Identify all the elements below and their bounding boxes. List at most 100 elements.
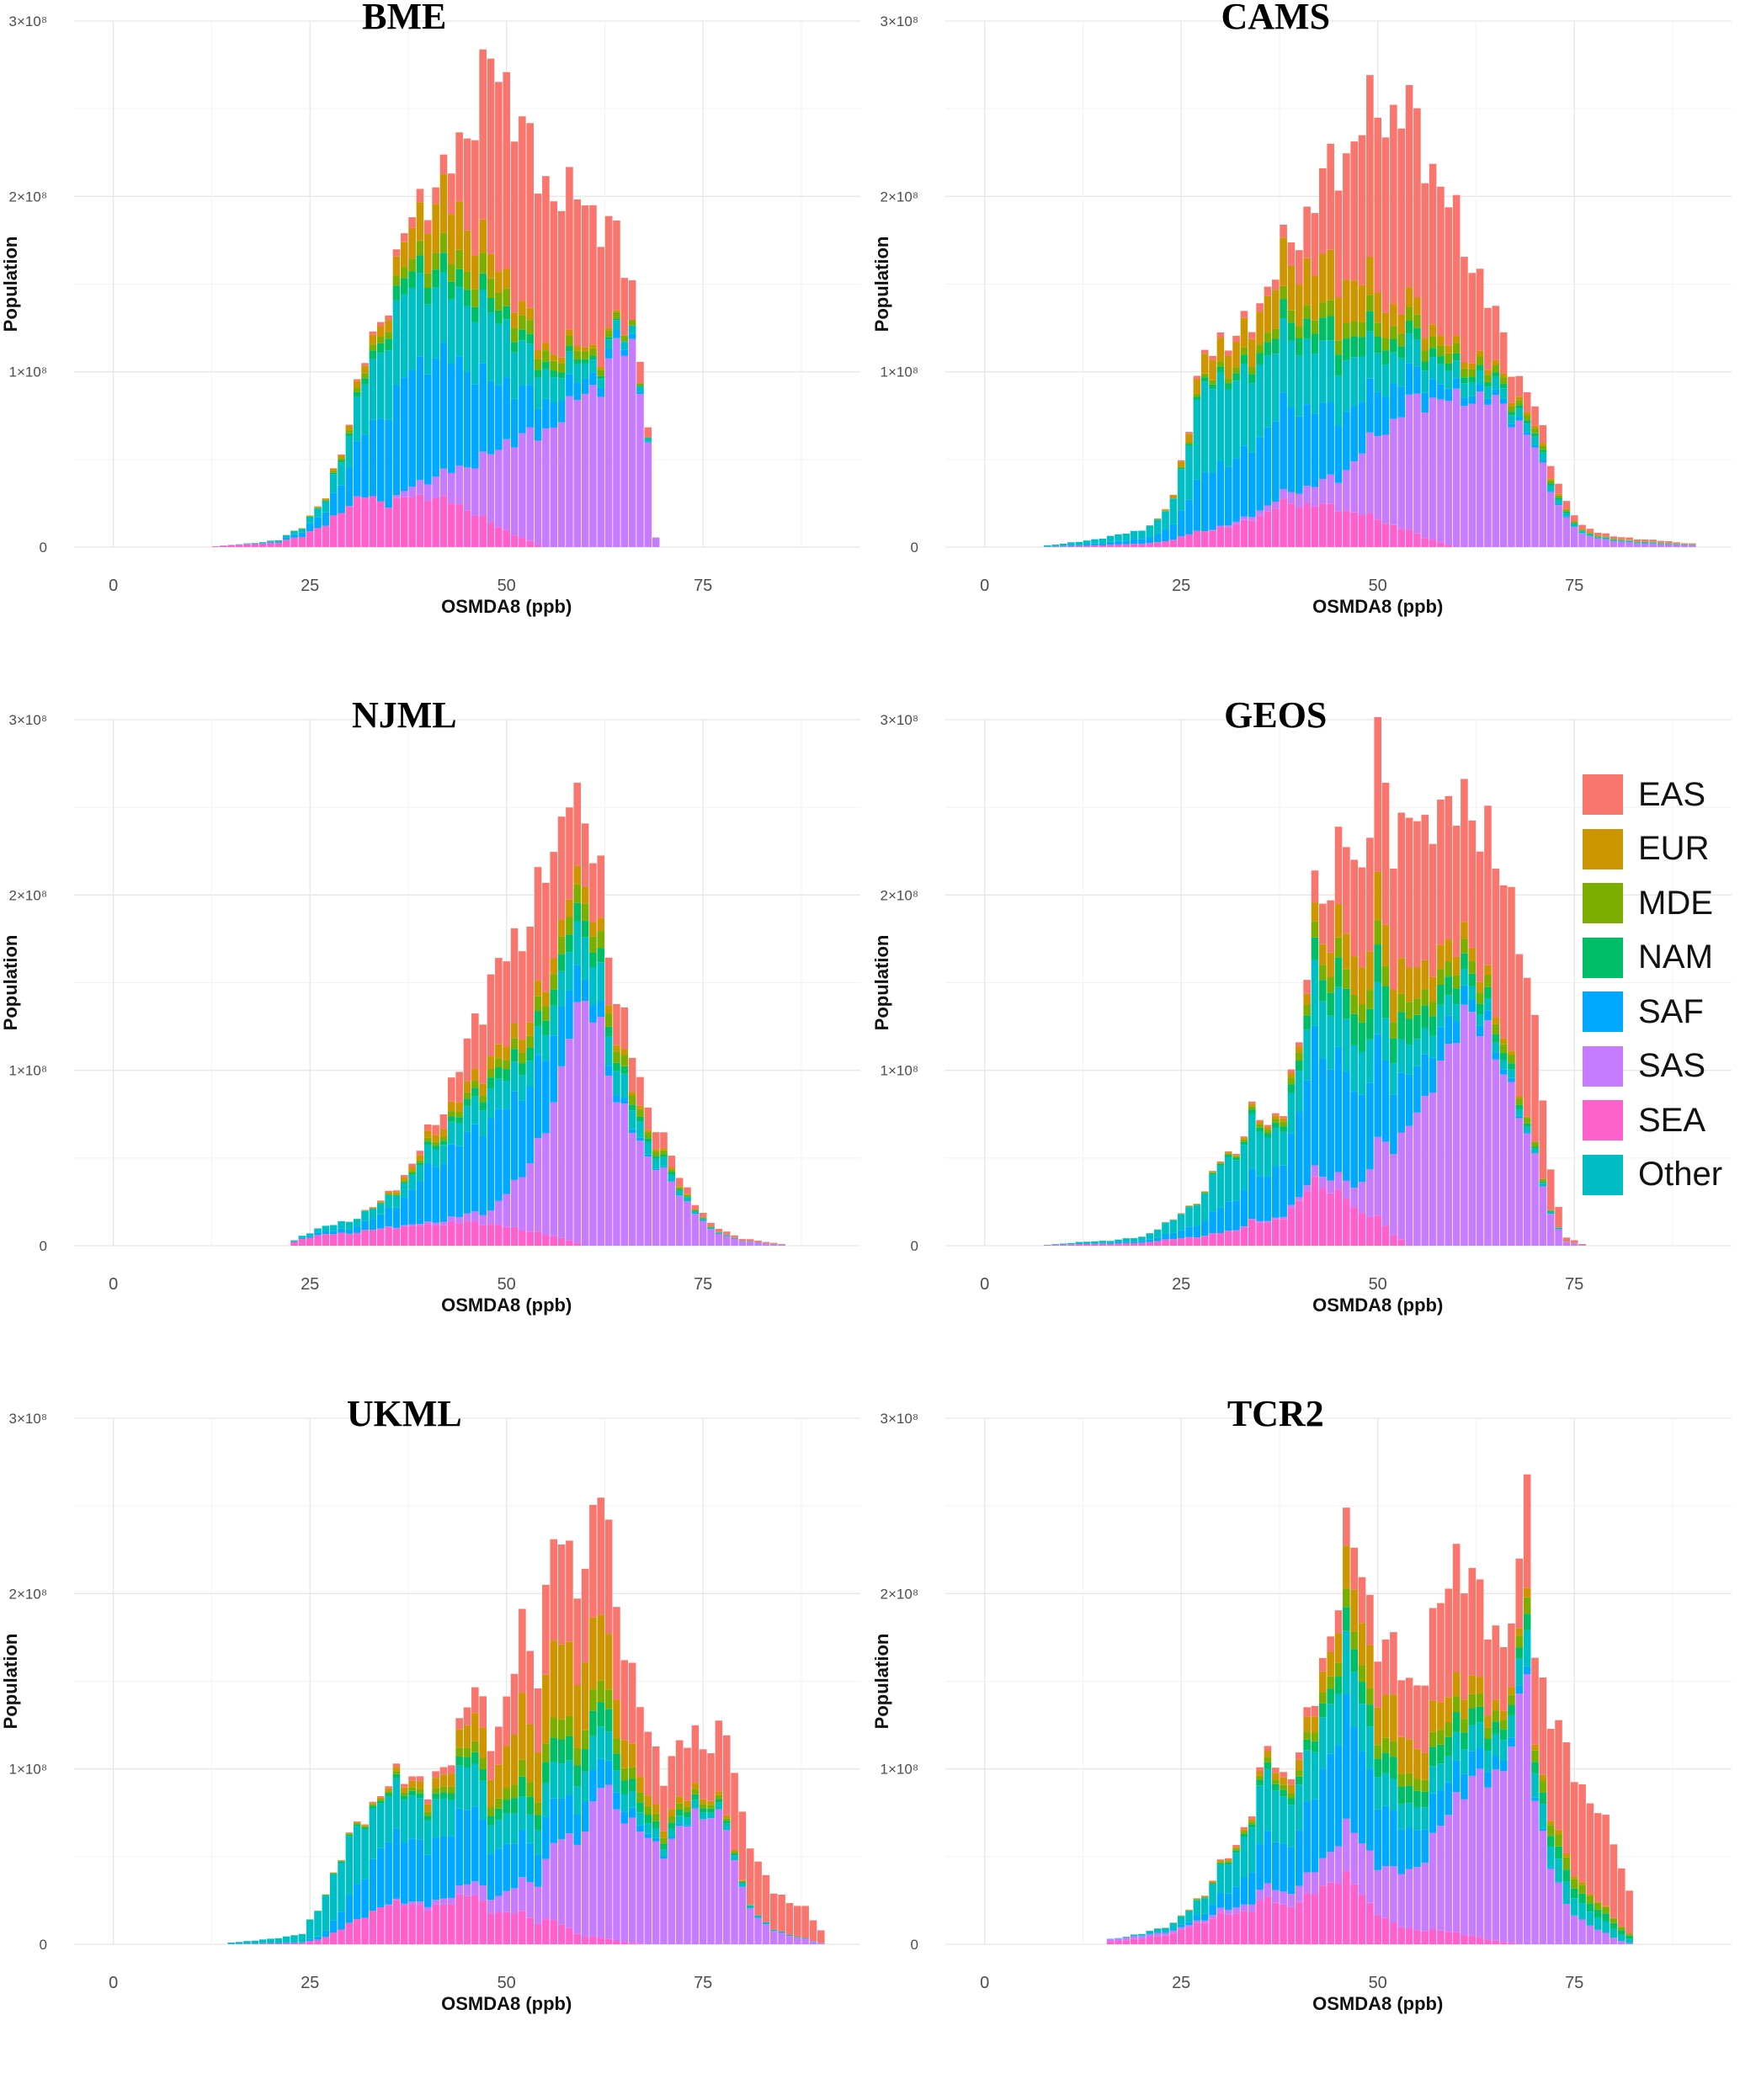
bar-segment-other xyxy=(401,1183,408,1197)
bar-segment-other xyxy=(526,1815,534,1843)
bar-segment-sas xyxy=(1555,1883,1562,1944)
bar-segment-sea xyxy=(346,1923,354,1944)
bar-segment-eas xyxy=(519,116,526,300)
bar-segment-saf xyxy=(370,420,377,497)
bar-segment-saf xyxy=(1366,1769,1374,1851)
bar-segment-other xyxy=(700,1219,707,1220)
bar-segment-nam xyxy=(1241,1141,1248,1145)
bar-segment-sas xyxy=(503,439,510,530)
bar-segment-sas xyxy=(636,394,644,547)
bar-segment-nam xyxy=(1327,992,1334,1016)
bar-segment-sea xyxy=(1248,1220,1256,1246)
bar-segment-sea xyxy=(1303,503,1311,547)
bar-segment-sea xyxy=(1343,511,1350,547)
bar-segment-mde xyxy=(1382,338,1390,350)
bar-segment-mde xyxy=(668,1816,676,1822)
bar-segment-mde xyxy=(1587,1895,1594,1903)
bar-segment-nam xyxy=(1217,366,1225,372)
bar-segment-eas xyxy=(692,1205,700,1209)
bar-segment-eas xyxy=(417,1776,424,1781)
bar-segment-eas xyxy=(660,1132,668,1148)
bar-segment-eur xyxy=(629,1092,636,1095)
bar-segment-eas xyxy=(573,1598,581,1685)
bar-segment-saf xyxy=(424,375,432,485)
bar-segment-sas xyxy=(1280,489,1287,498)
bar-segment-sas xyxy=(1366,1169,1374,1216)
bar-segment-saf xyxy=(526,385,534,427)
bar-segment-sas xyxy=(440,1899,448,1905)
bar-segment-sas xyxy=(684,1201,691,1246)
bar-segment-nam xyxy=(629,1778,636,1791)
bar-segment-eur xyxy=(526,308,534,320)
x-tick-label: 50 xyxy=(498,1275,516,1294)
bar-segment-saf xyxy=(1170,1929,1178,1931)
bar-segment-sas xyxy=(1618,1941,1626,1944)
bar-segment-other xyxy=(1658,544,1665,545)
bar-segment-eas xyxy=(636,362,644,384)
bar-segment-eur xyxy=(1555,1830,1562,1834)
bar-segment-sas xyxy=(526,1882,534,1918)
bar-segment-other xyxy=(645,1823,652,1834)
bar-segment-saf xyxy=(1319,1768,1327,1858)
bar-segment-eas xyxy=(417,1151,424,1155)
bar-segment-sea xyxy=(1350,513,1358,547)
bar-segment-other xyxy=(370,359,377,420)
bar-segment-mde xyxy=(322,500,330,501)
bar-segment-eur xyxy=(1327,1652,1334,1677)
bar-segment-sas xyxy=(566,396,573,547)
bar-segment-other xyxy=(1571,1898,1578,1915)
bar-segment-eur xyxy=(1264,1127,1272,1130)
bar-segment-nam xyxy=(652,1156,660,1159)
bar-segment-eas xyxy=(1531,1015,1539,1142)
bar-segment-nam xyxy=(1445,976,1452,995)
bar-segment-eas xyxy=(385,1191,392,1193)
bar-segment-other xyxy=(432,1800,439,1838)
bar-segment-eas xyxy=(370,332,377,335)
bar-segment-saf xyxy=(1288,1133,1296,1204)
bar-segment-mde xyxy=(1524,1598,1531,1614)
bar-segment-sas xyxy=(613,1103,620,1246)
bar-segment-sas xyxy=(487,1900,495,1913)
bar-segment-mde xyxy=(589,348,597,356)
bar-segment-saf xyxy=(1524,1133,1531,1134)
bar-segment-sas xyxy=(1185,1925,1193,1927)
bar-segment-other xyxy=(1178,1215,1185,1230)
bar-segment-saf xyxy=(432,1167,439,1222)
bar-segment-eas xyxy=(1508,377,1515,403)
bar-segment-sea xyxy=(1397,1240,1405,1246)
bar-segment-other xyxy=(338,1221,345,1228)
bar-segment-sea xyxy=(1201,1923,1209,1944)
bar-segment-eas xyxy=(566,1540,573,1641)
bar-segment-saf xyxy=(1319,403,1327,479)
bar-segment-eur xyxy=(1366,258,1374,295)
bar-segment-eas xyxy=(589,1505,597,1618)
bar-segment-sas xyxy=(1563,1242,1571,1246)
bar-segment-eur xyxy=(1327,250,1334,300)
bar-segment-eur xyxy=(692,1209,700,1210)
bar-segment-eur xyxy=(1500,373,1508,377)
bar-segment-saf xyxy=(1350,1092,1358,1188)
bar-segment-nam xyxy=(1225,1155,1232,1157)
bar-segment-eur xyxy=(440,174,448,233)
bar-segment-eas xyxy=(747,1239,754,1241)
x-tick-label: 25 xyxy=(1172,577,1190,595)
bar-segment-saf xyxy=(1335,1745,1343,1846)
bar-segment-sas xyxy=(582,1832,589,1937)
bar-segment-nam xyxy=(668,1172,676,1174)
bar-segment-sea xyxy=(1083,545,1091,547)
bar-segment-nam xyxy=(511,342,519,352)
bar-segment-mde xyxy=(330,1873,338,1874)
bar-segment-eur xyxy=(1201,1896,1209,1897)
bar-segment-saf xyxy=(1390,384,1397,419)
bar-segment-sea xyxy=(1248,521,1256,547)
bar-segment-eas xyxy=(794,1906,801,1937)
bar-segment-eur xyxy=(1477,982,1484,992)
bar-segment-eas xyxy=(1626,1890,1633,1933)
bar-segment-eas xyxy=(652,1132,660,1149)
bar-segment-sea xyxy=(1147,543,1154,547)
bar-segment-eas xyxy=(393,249,401,257)
bars xyxy=(228,1497,825,1944)
bar-segment-other xyxy=(1626,541,1633,542)
bar-segment-mde xyxy=(1335,340,1343,354)
bar-segment-eas xyxy=(1178,460,1185,461)
